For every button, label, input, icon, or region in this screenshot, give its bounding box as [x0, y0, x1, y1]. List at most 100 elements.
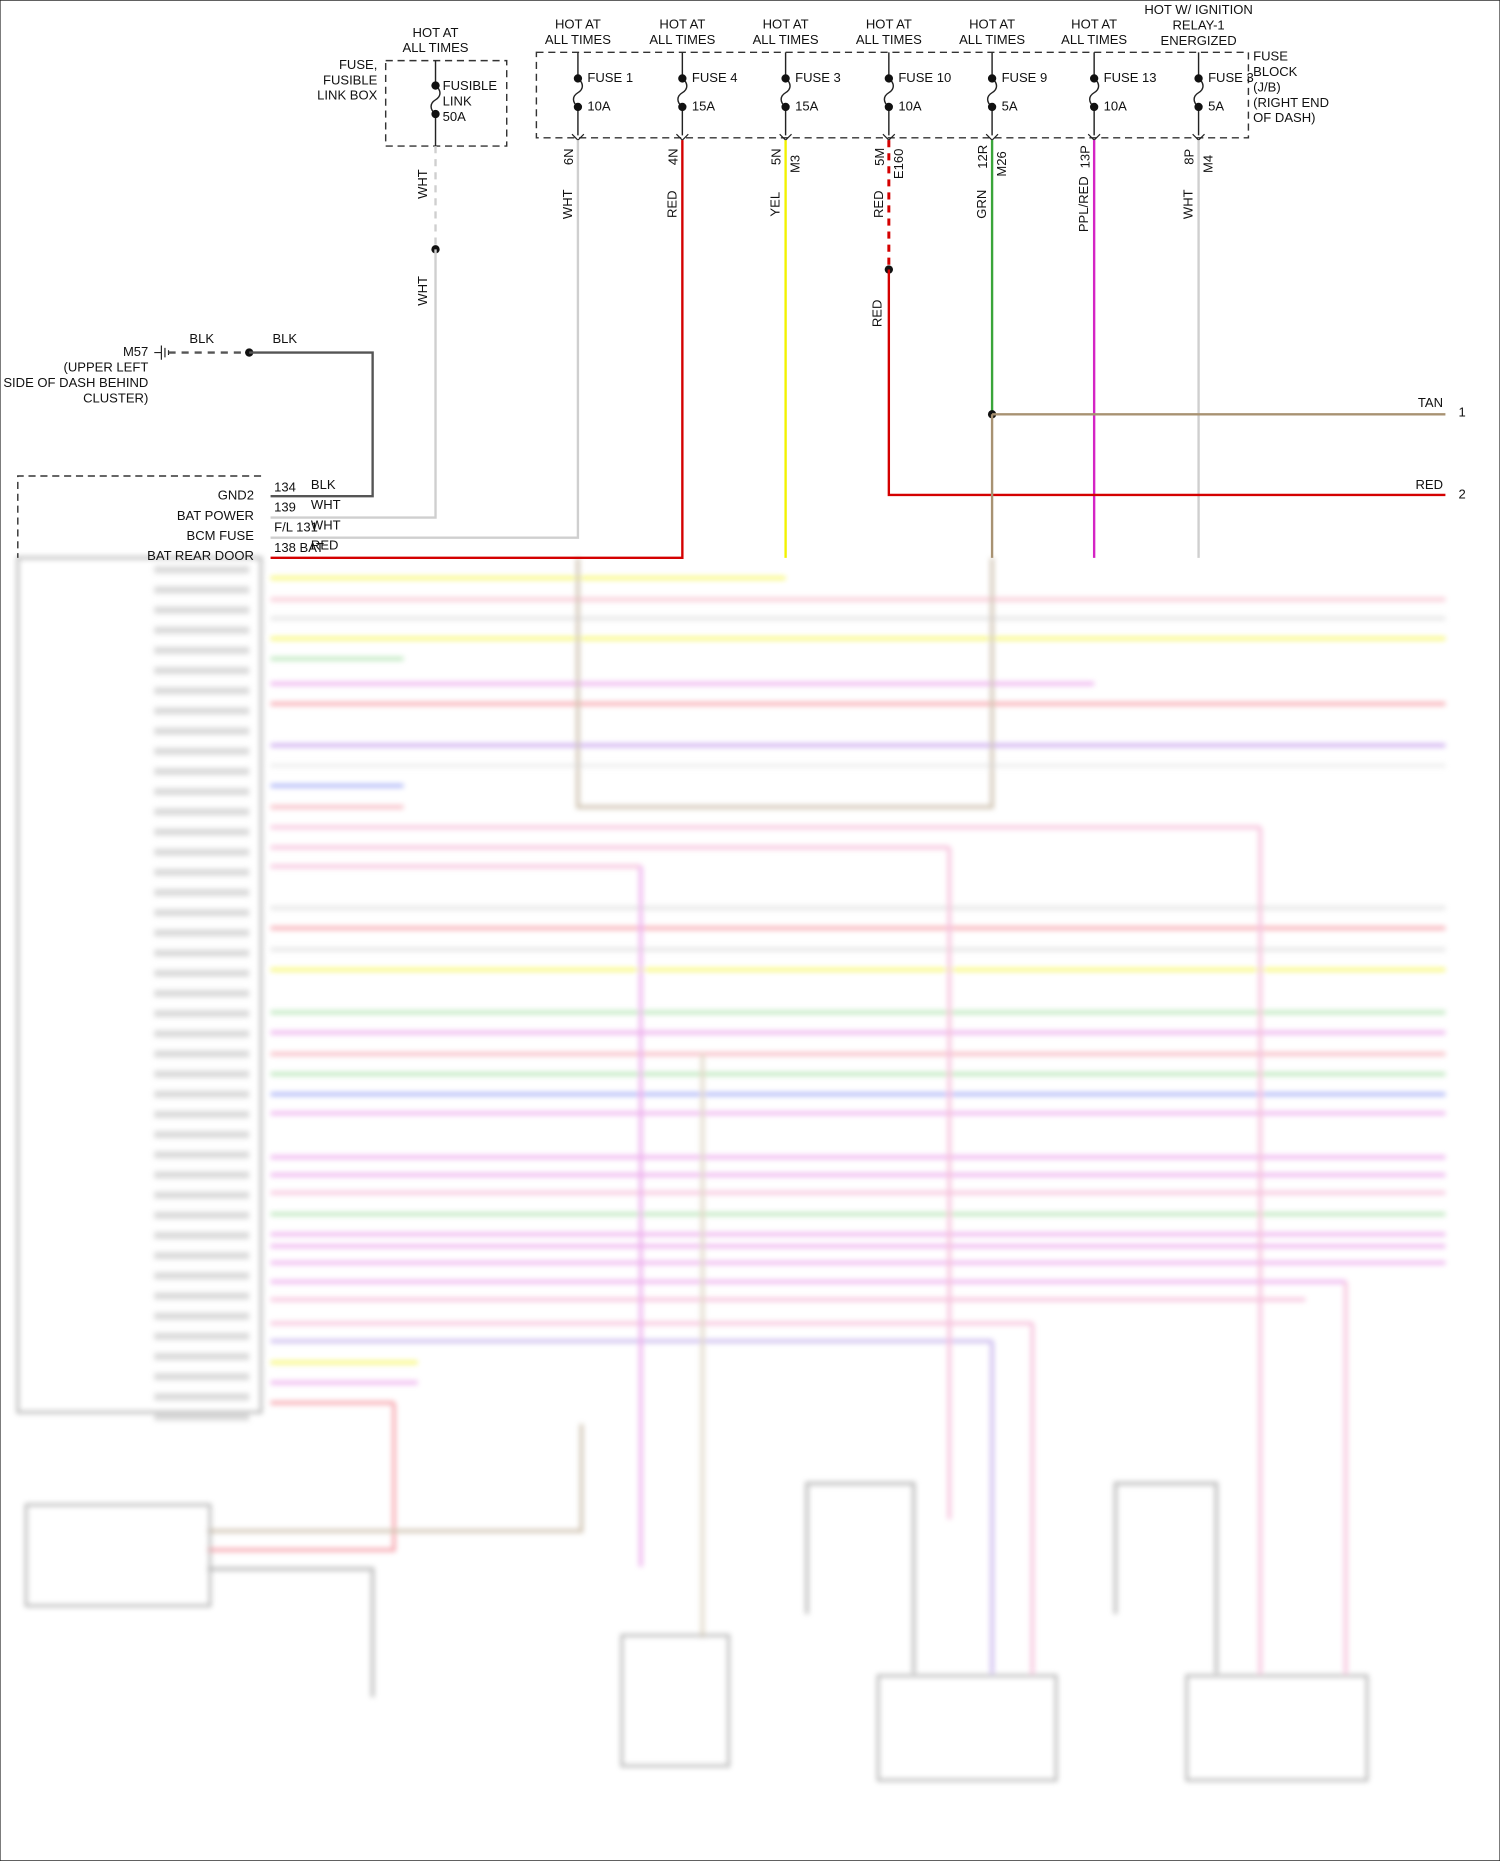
fuse-name: FUSE 9 [1002, 70, 1048, 85]
connector-id: M3 [788, 155, 803, 173]
pin: 4N [666, 148, 681, 165]
pin-name: BAT REAR DOOR [147, 548, 254, 563]
box-label: FUSE, [339, 57, 377, 72]
fuse-header: ALL TIMES [649, 32, 715, 47]
text-block [154, 848, 250, 856]
splice [431, 109, 440, 119]
wire-color: TAN [1418, 395, 1443, 410]
text-block [154, 1090, 250, 1098]
wire-color: BLK [272, 331, 297, 346]
pin-number: 138 BAT [274, 540, 324, 555]
connector-id: M4 [1201, 155, 1216, 173]
text-block [154, 788, 250, 796]
fuse-header: HOT AT [659, 16, 705, 31]
pin: 13P [1077, 145, 1092, 169]
fuse-header: HOT AT [413, 25, 459, 40]
fuse-rating: 10A [1104, 98, 1128, 113]
ground-location: (UPPER LEFT [64, 359, 149, 374]
fuse-header: RELAY-1 [1172, 18, 1224, 33]
wire-color: WHT [1181, 189, 1196, 219]
text-block [154, 1191, 250, 1199]
fuse-label: LINK [443, 94, 472, 109]
component-box [16, 556, 263, 1414]
component-box [24, 1503, 212, 1607]
text-block [154, 767, 250, 776]
text-block [154, 1332, 250, 1340]
wire [207, 1567, 375, 1698]
fuse-header: HOT AT [763, 16, 809, 31]
wire [887, 269, 1446, 497]
text-block [154, 1171, 250, 1179]
text-block [154, 687, 250, 695]
wire-color: RED [871, 190, 886, 218]
splice [431, 245, 440, 254]
wire-color: BLK [189, 331, 214, 346]
wire-color: WHT [415, 169, 430, 199]
text-block [154, 1312, 250, 1320]
text-block [154, 1252, 250, 1260]
text-block [154, 1070, 250, 1078]
blurred-region [16, 556, 1446, 1782]
fuse-symbol [986, 52, 998, 136]
text-block [154, 949, 250, 957]
fuse-rating: 5A [1002, 98, 1018, 113]
wire [249, 351, 374, 498]
text-block [154, 828, 250, 836]
text-block [154, 969, 250, 977]
wire-color: RED [664, 190, 679, 218]
fuse-block [535, 51, 1250, 139]
module-box [17, 475, 262, 558]
fuse-header: ENERGIZED [1161, 33, 1237, 48]
text-block [154, 1373, 250, 1381]
splice [573, 102, 583, 112]
wire [576, 557, 994, 809]
ground-id: M57 [123, 344, 148, 359]
text-block [154, 989, 250, 997]
text-block [154, 1231, 250, 1240]
text-block [154, 1131, 250, 1139]
wire-color: YEL [768, 192, 783, 217]
fuse-label: FUSIBLE [443, 78, 498, 93]
text-block [154, 727, 250, 735]
wire-color: RED [1415, 477, 1443, 492]
fuse-name: FUSE 3 [795, 70, 841, 85]
splice [1194, 74, 1203, 83]
text-block [154, 1050, 250, 1058]
wire-color: RED [870, 300, 885, 328]
text-block [154, 868, 250, 876]
wire [207, 1424, 584, 1533]
splice [678, 102, 687, 112]
text-block [154, 888, 250, 897]
fuse-symbol [1088, 52, 1100, 136]
wire-color: WHT [311, 497, 341, 512]
wire [270, 140, 580, 539]
text-block [154, 747, 250, 755]
text-block [154, 1010, 250, 1018]
text-block [154, 929, 250, 937]
wire-color: WHT [311, 517, 341, 532]
pin: 6N [561, 148, 576, 165]
text-block [154, 646, 250, 654]
component-box [876, 1674, 1058, 1782]
fuse-rating: 15A [692, 98, 716, 113]
ground-location: SIDE OF DASH BEHIND [3, 375, 148, 390]
component-box [1185, 1674, 1369, 1782]
splice [431, 81, 440, 90]
terminal: 2 [1458, 486, 1465, 501]
fuse-name: FUSE 4 [692, 70, 738, 85]
pin-number: F/L 131 [274, 520, 318, 535]
splice [1089, 74, 1099, 83]
pin-number: 134 [274, 479, 296, 494]
text-block [154, 667, 250, 675]
fuse-name: FUSE 3 [1208, 70, 1254, 85]
fuse-label: 50A [443, 109, 467, 124]
splice [678, 74, 687, 83]
splice [1089, 102, 1099, 112]
fuse-symbol [883, 52, 894, 136]
splice [781, 74, 790, 83]
text-block [154, 1151, 250, 1159]
text-block [154, 808, 250, 816]
fuse-header: ALL TIMES [545, 32, 611, 47]
fuse-header: ALL TIMES [1061, 32, 1127, 47]
